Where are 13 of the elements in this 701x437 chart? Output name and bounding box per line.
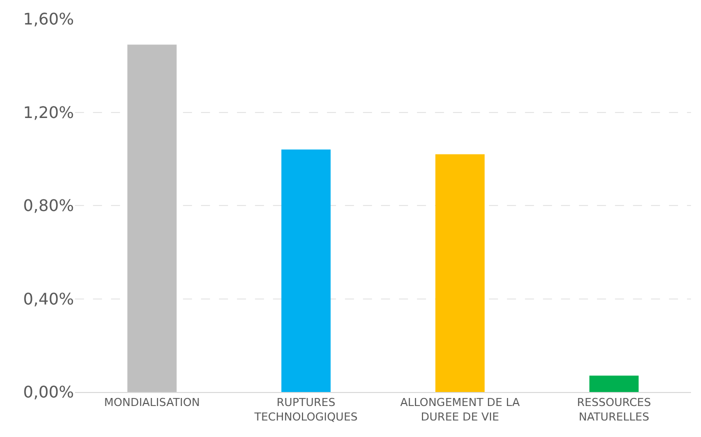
- x-tick-label: RUPTURES TECHNOLOGIQUES: [253, 396, 358, 424]
- bar: [281, 150, 331, 392]
- y-tick-label: 0,40%: [23, 289, 74, 308]
- bar: [589, 376, 639, 392]
- bar: [435, 154, 485, 392]
- y-tick-label: 1,20%: [23, 102, 74, 122]
- y-tick-label: 1,60%: [23, 10, 74, 29]
- x-tick-label: ALLONGEMENT DE LA DUREE DE VIE: [400, 396, 520, 424]
- y-tick-label: 0,00%: [23, 382, 74, 402]
- x-tick-label: RESSOURCES NATURELLES: [577, 396, 651, 424]
- x-tick-label: MONDIALISATION: [104, 396, 200, 410]
- bar: [127, 44, 177, 392]
- y-tick-label: 0,80%: [23, 196, 74, 216]
